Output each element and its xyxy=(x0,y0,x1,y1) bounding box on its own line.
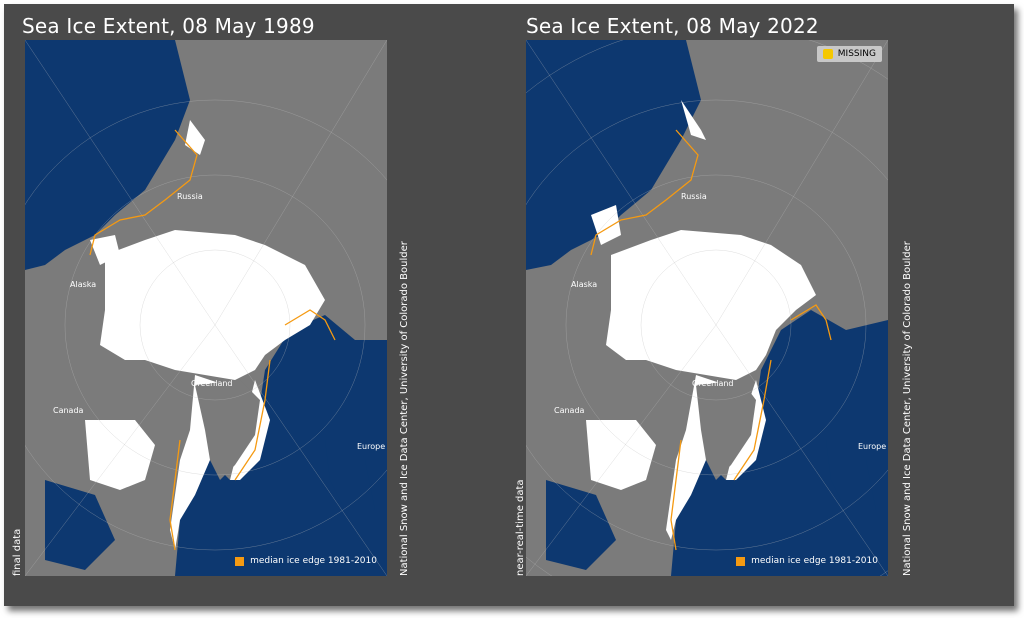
credit-label-1989: National Snow and Ice Data Center, Unive… xyxy=(399,241,410,576)
label-greenland: Greenland xyxy=(692,379,734,388)
label-russia: Russia xyxy=(177,192,203,201)
hudson-bay-ice xyxy=(586,420,656,490)
map-graphic-1989 xyxy=(25,40,387,576)
pacific-ocean xyxy=(526,40,701,270)
label-alaska: Alaska xyxy=(70,280,97,289)
hudson-bay-ice xyxy=(85,420,155,490)
credit-label-2022: National Snow and Ice Data Center, Unive… xyxy=(902,241,913,576)
legend-label: median ice edge 1981-2010 xyxy=(250,556,377,566)
data-status-label-2022: near-real-time data xyxy=(515,479,526,576)
atlantic-ocean xyxy=(671,310,888,576)
legend-median-edge-2022: median ice edge 1981-2010 xyxy=(736,556,878,566)
label-russia: Russia xyxy=(681,192,707,201)
label-europe: Europe xyxy=(357,442,386,451)
atlantic-ocean xyxy=(175,315,387,576)
label-alaska: Alaska xyxy=(571,280,598,289)
pacific-ocean xyxy=(25,40,190,270)
figure-frame: Sea Ice Extent, 08 May 1989 xyxy=(4,4,1014,606)
legend-median-edge-1989: median ice edge 1981-2010 xyxy=(235,556,377,566)
map-graphic-2022 xyxy=(526,40,888,576)
greenland-land xyxy=(696,380,756,480)
median-ice-edge-line xyxy=(590,129,832,551)
label-canada: Canada xyxy=(554,406,585,415)
data-status-label-1989: final data xyxy=(12,528,23,576)
sea-ice-map-1989: Russia Alaska Canada Greenland Europe me… xyxy=(25,40,387,576)
median-ice-edge-line xyxy=(89,129,336,551)
label-greenland: Greenland xyxy=(191,379,233,388)
greenland-land xyxy=(195,380,260,480)
arctic-sea-ice xyxy=(606,230,816,380)
legend-label: median ice edge 1981-2010 xyxy=(751,556,878,566)
missing-label: MISSING xyxy=(837,49,876,59)
label-canada: Canada xyxy=(53,406,84,415)
missing-swatch xyxy=(822,49,833,59)
panel-title-2022: Sea Ice Extent, 08 May 2022 xyxy=(526,14,819,38)
median-edge-swatch xyxy=(736,556,746,566)
arctic-sea-ice xyxy=(100,230,325,380)
median-edge-swatch xyxy=(235,556,245,566)
label-europe: Europe xyxy=(858,442,887,451)
missing-data-legend: MISSING xyxy=(816,46,882,62)
sea-ice-map-2022: Russia Alaska Canada Greenland Europe MI… xyxy=(526,40,888,576)
panel-title-1989: Sea Ice Extent, 08 May 1989 xyxy=(22,14,315,38)
